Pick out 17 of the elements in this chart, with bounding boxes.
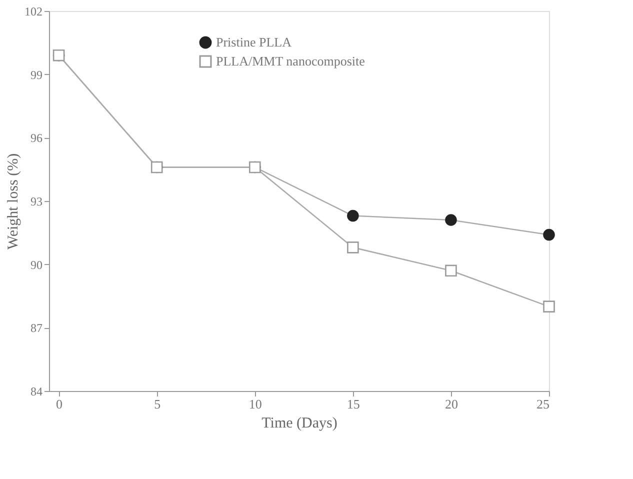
legend-label: PLLA/MMT nanocomposite <box>216 54 366 68</box>
y-tick-label: 96 <box>30 131 42 146</box>
x-tick-label: 0 <box>56 396 63 412</box>
x-tick-label: 15 <box>346 396 360 412</box>
y-tick-label: 99 <box>30 68 42 82</box>
y-axis-title: Weight loss (%) <box>6 153 22 250</box>
x-tick-label: 25 <box>536 396 550 412</box>
x-tick-label: 10 <box>248 396 262 412</box>
x-tick-label: 5 <box>154 396 161 412</box>
y-tick-label: 90 <box>30 258 42 272</box>
legend-label: Pristine PLLA <box>216 34 292 50</box>
y-tick-label: 102 <box>24 4 42 18</box>
y-tick-label: 93 <box>30 194 42 208</box>
x-axis-title: Time (Days) <box>262 416 338 432</box>
x-tick-label: 20 <box>444 396 458 412</box>
y-tick-label: 84 <box>30 384 42 398</box>
y-tick-label: 87 <box>30 321 42 336</box>
